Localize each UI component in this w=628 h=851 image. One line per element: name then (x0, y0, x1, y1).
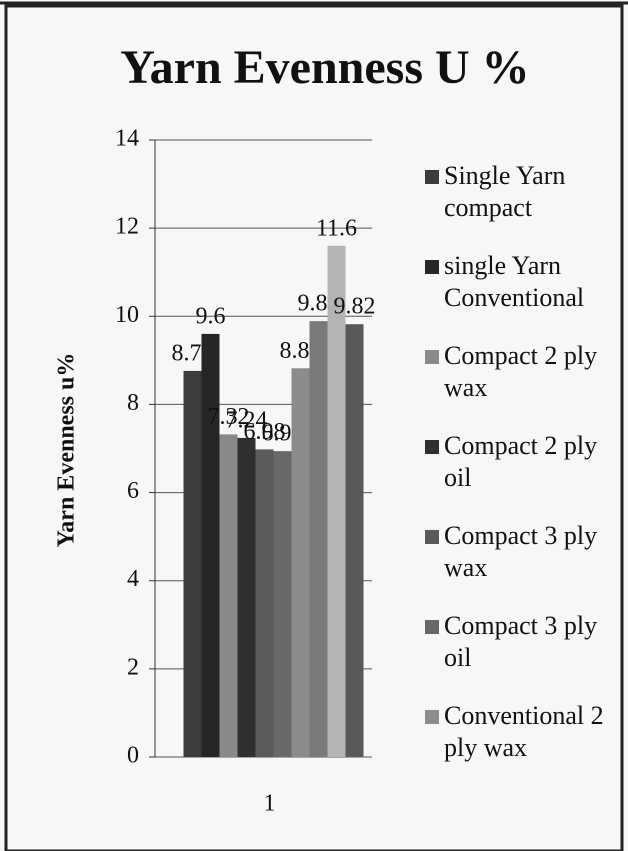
y-tick-label: 10 (115, 302, 139, 328)
legend-swatch (425, 170, 439, 184)
bar (345, 324, 364, 757)
legend-swatch (425, 350, 439, 364)
y-tick-label: 2 (127, 654, 139, 680)
y-tick-label: 8 (127, 390, 139, 416)
value-label: 9.82 (334, 294, 376, 320)
y-tick-label: 4 (127, 566, 139, 592)
legend-swatch (425, 260, 439, 274)
value-label: 6.98 (244, 419, 286, 445)
x-tick-label: 1 (264, 791, 276, 817)
frame (4, 4, 624, 851)
legend-label: Compact 3 ply wax (444, 521, 598, 582)
legend-label: Compact 3 ply oil (444, 611, 598, 672)
bar (309, 321, 328, 757)
legend-swatch (425, 440, 439, 454)
value-label: 7.24 (226, 407, 268, 433)
bar (201, 333, 220, 757)
y-tick-label: 12 (115, 214, 139, 240)
legend-label: Conventional 2 ply wax (444, 701, 604, 762)
y-tick-label: 6 (127, 478, 139, 504)
value-label: 9.6 (196, 303, 226, 329)
legend-label: single Yarn Conventional (444, 251, 585, 312)
bar (183, 370, 202, 757)
bar (291, 368, 310, 757)
legend-label: Compact 2 ply oil (444, 431, 598, 492)
y-tick-label: 0 (127, 743, 139, 769)
y-tick-label: 14 (115, 126, 139, 152)
chart-title: Yarn Evenness U % (120, 41, 529, 94)
bar (273, 451, 292, 757)
bar (327, 245, 346, 757)
y-axis-label: Yarn Evenness u% (54, 353, 80, 548)
value-label: 11.6 (316, 215, 357, 241)
value-label: 7.32 (208, 404, 250, 430)
bar (255, 449, 274, 757)
legend-label: Compact 2 ply wax (444, 341, 598, 402)
legend-swatch (425, 710, 439, 724)
legend-swatch (425, 620, 439, 634)
bar (237, 437, 256, 757)
legend-label: Single Yarn compact (444, 161, 566, 222)
legend-swatch (425, 530, 439, 544)
bar (219, 434, 238, 757)
